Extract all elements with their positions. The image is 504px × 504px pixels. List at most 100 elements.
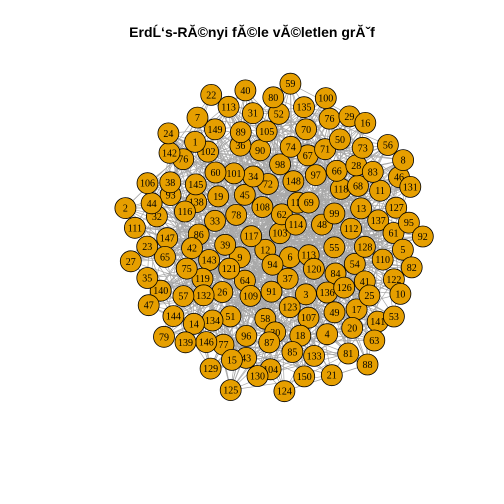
node-label: 101 <box>227 169 242 180</box>
node-label: 27 <box>126 257 136 268</box>
graph-node: 20 <box>342 317 363 338</box>
node-label: 114 <box>288 220 303 231</box>
graph-node: 129 <box>200 358 221 379</box>
graph-node: 126 <box>334 277 355 298</box>
graph-node: 50 <box>330 129 351 150</box>
node-label: 147 <box>160 234 175 245</box>
node-label: 70 <box>301 125 311 136</box>
graph-node: 22 <box>201 84 222 105</box>
node-label: 20 <box>347 323 357 334</box>
node-label: 1 <box>193 137 198 148</box>
node-label: 9 <box>237 253 242 264</box>
graph-node: 145 <box>185 174 206 195</box>
node-label: 33 <box>210 216 220 227</box>
graph-node: 105 <box>256 121 277 142</box>
node-label: 49 <box>330 308 340 319</box>
node-label: 120 <box>306 264 321 275</box>
graph-node: 1 <box>185 131 206 152</box>
graph-node: 114 <box>285 214 306 235</box>
graph-node: 111 <box>124 217 145 238</box>
node-label: 127 <box>389 203 404 214</box>
graph-node: 51 <box>220 306 241 327</box>
node-label: 56 <box>383 141 393 152</box>
graph-node: 60 <box>205 162 226 183</box>
node-label: 13 <box>356 204 366 215</box>
graph-node: 131 <box>400 176 421 197</box>
graph-node: 27 <box>120 251 141 272</box>
graph-node: 112 <box>341 218 362 239</box>
node-label: 39 <box>220 240 230 251</box>
node-label: 68 <box>353 181 363 192</box>
node-label: 60 <box>211 168 221 179</box>
node-label: 135 <box>297 103 312 114</box>
graph-node: 79 <box>154 326 175 347</box>
node-label: 146 <box>199 338 214 349</box>
graph-node: 35 <box>137 268 158 289</box>
node-label: 29 <box>344 112 354 123</box>
node-label: 110 <box>375 255 390 266</box>
node-label: 107 <box>301 313 316 324</box>
graph-node: 78 <box>226 204 247 225</box>
node-label: 47 <box>144 301 154 312</box>
node-label: 16 <box>360 118 370 129</box>
graph-node: 81 <box>338 343 359 364</box>
node-label: 97 <box>311 171 321 182</box>
graph-node: 74 <box>280 136 301 157</box>
node-label: 3 <box>303 290 308 301</box>
graph-node: 135 <box>294 97 315 118</box>
graph-node: 14 <box>183 313 204 334</box>
graph-node: 123 <box>279 297 300 318</box>
node-label: 78 <box>231 210 241 221</box>
node-label: 106 <box>140 179 155 190</box>
node-label: 51 <box>225 312 235 323</box>
graph-node: 38 <box>160 172 181 193</box>
node-label: 142 <box>162 148 177 159</box>
node-label: 71 <box>320 145 330 156</box>
node-label: 14 <box>189 319 199 330</box>
graph-node: 11 <box>370 180 391 201</box>
node-label: 109 <box>243 291 258 302</box>
graph-node: 56 <box>377 135 398 156</box>
graph-node: 106 <box>137 173 158 194</box>
node-label: 105 <box>259 127 274 138</box>
node-label: 111 <box>128 223 142 234</box>
node-label: 10 <box>395 289 405 300</box>
node-label: 87 <box>264 338 274 349</box>
node-label: 73 <box>358 143 368 154</box>
graph-node: 110 <box>372 249 393 270</box>
graph-node: 57 <box>173 286 194 307</box>
node-label: 66 <box>332 166 342 177</box>
node-label: 67 <box>303 151 313 162</box>
node-label: 113 <box>221 102 236 113</box>
node-label: 136 <box>320 288 335 299</box>
node-label: 21 <box>327 371 337 382</box>
graph-node: 73 <box>352 137 373 158</box>
graph-node: 70 <box>296 119 317 140</box>
node-label: 74 <box>286 142 296 153</box>
graph-node: 10 <box>390 283 411 304</box>
node-label: 123 <box>282 303 297 314</box>
graph-node: 148 <box>283 171 304 192</box>
graph-node: 7 <box>187 107 208 128</box>
graph-node: 66 <box>326 160 347 181</box>
node-label: 8 <box>401 156 406 167</box>
node-label: 15 <box>227 355 237 366</box>
node-label: 88 <box>363 360 373 371</box>
graph-node: 63 <box>364 330 385 351</box>
graph-node: 24 <box>158 123 179 144</box>
graph-node: 33 <box>205 210 226 231</box>
node-label: 28 <box>351 161 361 172</box>
graph-node: 100 <box>315 88 336 109</box>
graph-node: 83 <box>362 161 383 182</box>
graph-node: 19 <box>208 186 229 207</box>
node-label: 19 <box>213 192 223 203</box>
graph-node: 120 <box>303 258 324 279</box>
graph-node: 31 <box>242 103 263 124</box>
graph-node: 124 <box>274 381 295 402</box>
node-label: 144 <box>166 312 181 323</box>
node-label: 108 <box>255 203 270 214</box>
node-label: 94 <box>268 260 278 271</box>
node-label: 117 <box>244 232 259 243</box>
node-label: 140 <box>153 286 168 297</box>
node-label: 48 <box>317 220 327 231</box>
